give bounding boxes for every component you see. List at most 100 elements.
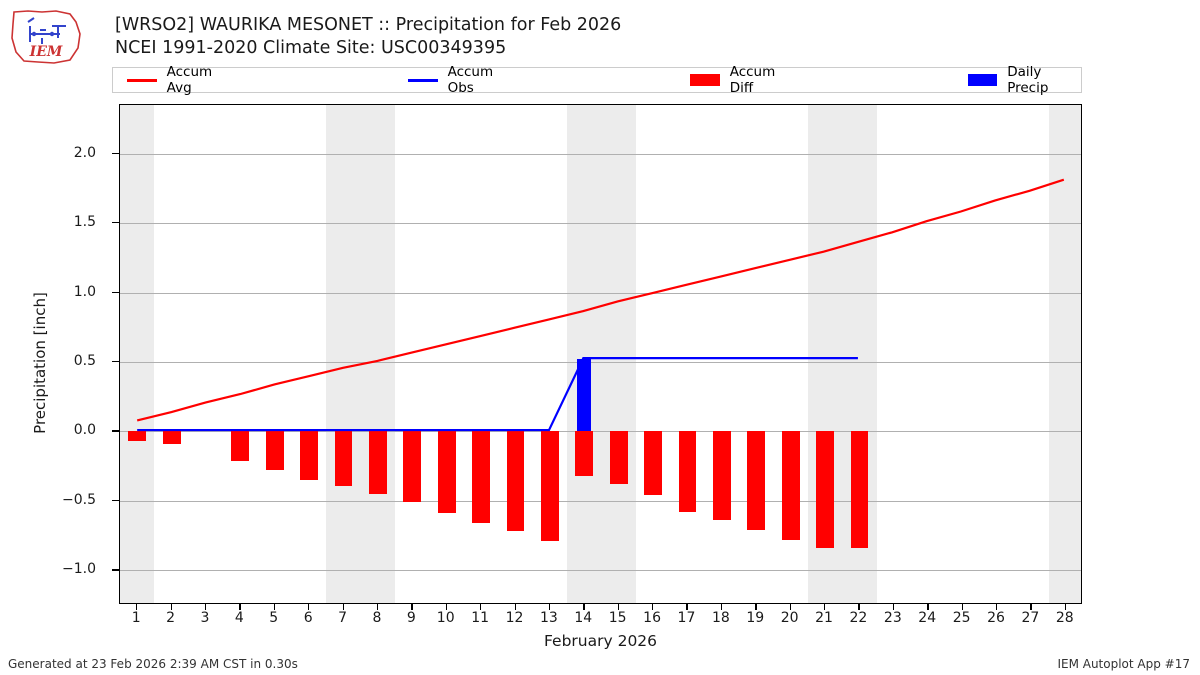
y-tick-label: 2.0 [73, 144, 96, 161]
x-tick-label: 7 [338, 610, 348, 626]
y-tick-mark [112, 222, 119, 224]
x-tick-mark [996, 604, 998, 610]
legend-swatch-accum-obs [407, 78, 438, 82]
x-tick-label: 15 [608, 610, 627, 626]
x-tick-label: 17 [677, 610, 696, 626]
accum-diff-bar [609, 431, 628, 485]
x-tick-label: 23 [883, 610, 902, 626]
accum-diff-bar [231, 431, 250, 461]
x-tick-label: 9 [406, 610, 416, 626]
title-line-2: NCEI 1991-2020 Climate Site: USC00349395 [115, 38, 507, 59]
gridline [120, 361, 1081, 363]
x-tick-mark [858, 604, 860, 610]
x-tick-label: 4 [234, 610, 244, 626]
y-tick-mark [112, 430, 119, 432]
x-tick-mark [204, 604, 207, 610]
y-tick-label: 1.0 [73, 283, 96, 300]
accum-diff-bar [850, 431, 869, 549]
accum-diff-bar [712, 431, 731, 521]
x-tick-mark [308, 604, 310, 610]
x-tick-mark [583, 604, 585, 610]
x-tick-label: 27 [1021, 610, 1040, 626]
accum-diff-bar [575, 431, 594, 476]
x-tick-label: 3 [200, 610, 210, 626]
x-tick-mark [1064, 604, 1067, 610]
x-tick-mark [927, 604, 929, 610]
accum-diff-bar [540, 431, 559, 542]
accum-diff-bar [437, 431, 456, 514]
legend-swatch-daily-precip [967, 74, 998, 86]
iem-logo-text: IEM [29, 44, 63, 60]
y-tick-label: −1.0 [62, 561, 96, 578]
weekend-band [120, 105, 155, 603]
x-tick-mark [720, 604, 723, 610]
x-tick-mark [789, 604, 791, 610]
accum-obs-line [137, 357, 858, 432]
x-tick-label: 11 [471, 610, 490, 626]
x-tick-label: 13 [539, 610, 558, 626]
gridline [120, 431, 1081, 433]
accum-diff-bar [334, 431, 353, 486]
legend-swatch-accum-diff [690, 74, 720, 86]
iem-logo: IEM [8, 8, 86, 66]
accum-diff-bar [300, 431, 319, 480]
legend-label-accum-obs: Accum Obs [447, 64, 494, 96]
accum-diff-bar [747, 431, 766, 530]
x-tick-label: 25 [952, 610, 971, 626]
gridline [120, 153, 1081, 155]
weekend-band [1048, 105, 1081, 603]
plot-area [119, 104, 1082, 604]
x-tick-label: 18 [711, 610, 730, 626]
x-tick-mark [961, 604, 963, 610]
x-tick-mark [824, 604, 826, 610]
x-tick-label: 21 [815, 610, 833, 626]
x-tick-label: 22 [849, 610, 868, 626]
x-tick-mark [652, 604, 654, 610]
y-tick-mark [112, 499, 119, 502]
gridline [120, 500, 1081, 502]
y-tick-label: 1.5 [73, 214, 96, 231]
accum-diff-bar [162, 431, 181, 444]
accum-diff-bar [816, 431, 834, 549]
x-tick-mark [273, 604, 276, 610]
accum-diff-bar [128, 431, 147, 442]
x-tick-mark [1030, 604, 1032, 610]
gridline [120, 223, 1081, 225]
chart-legend: Accum Avg Accum Obs Accum Diff Daily Pre… [112, 64, 1082, 96]
accum-diff-bar [506, 431, 525, 532]
x-tick-label: 5 [269, 610, 279, 626]
accum-diff-bar [265, 431, 284, 471]
x-tick-mark [170, 604, 172, 610]
x-tick-label: 24 [918, 610, 937, 626]
footer-generated-text: Generated at 23 Feb 2026 2:39 AM CST in … [8, 657, 298, 671]
x-tick-mark [480, 604, 482, 610]
x-tick-label: 2 [166, 610, 176, 626]
x-tick-mark [136, 604, 138, 610]
x-tick-label: 12 [505, 610, 524, 626]
accum-diff-bar [403, 431, 422, 503]
weekend-band [326, 105, 396, 603]
page-title: [WRSO2] WAURIKA MESONET :: Precipitation… [115, 14, 621, 60]
x-axis-label: February 2026 [543, 632, 658, 650]
accum-avg-line [136, 178, 1065, 422]
accum-diff-bar [781, 431, 800, 540]
x-tick-mark [239, 604, 241, 610]
legend-label-daily-precip: Daily Precip [1007, 64, 1049, 96]
legend-item-daily-precip: Daily Precip [967, 64, 1081, 96]
y-tick-mark [112, 152, 119, 154]
footer-app-text: IEM Autoplot App #17 [1057, 657, 1190, 671]
accum-diff-bar [678, 431, 697, 512]
x-tick-mark [342, 604, 344, 610]
daily-precip-bar [577, 359, 592, 432]
legend-swatch-accum-avg [127, 78, 157, 82]
x-tick-label: 28 [1055, 610, 1074, 626]
line-series [136, 178, 1065, 432]
accum-diff-bar [644, 431, 663, 496]
x-tick-mark [892, 604, 895, 610]
x-tick-mark [548, 604, 551, 610]
legend-item-accum-avg: Accum Avg [127, 64, 236, 96]
y-tick-label: 0.0 [73, 422, 96, 439]
legend-label-accum-diff: Accum Diff [729, 64, 776, 96]
legend-item-accum-obs: Accum Obs [407, 64, 518, 96]
x-tick-mark [514, 604, 516, 610]
